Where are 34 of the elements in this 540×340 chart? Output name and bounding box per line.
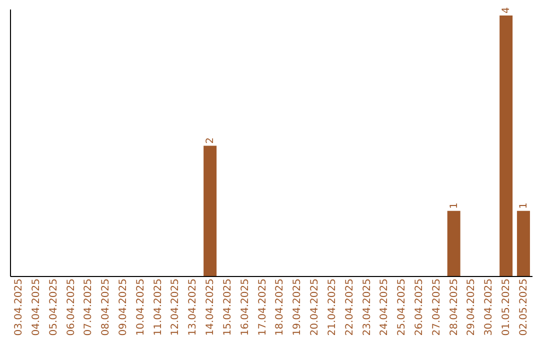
- x-tick-label: 12.04.2025: [170, 278, 182, 336]
- x-tick-label: 05.04.2025: [48, 278, 60, 336]
- x-tick-label: 16.04.2025: [240, 278, 251, 336]
- x-tick-label: 04.04.2025: [30, 278, 42, 336]
- x-tick-label: 22.04.2025: [344, 278, 356, 336]
- x-tick-label: 20.04.2025: [310, 278, 321, 336]
- x-tick-label: 10.04.2025: [135, 278, 146, 336]
- x-tick-label: 25.04.2025: [396, 278, 408, 336]
- data-label: 1: [518, 202, 530, 209]
- data-label: 1: [448, 202, 460, 209]
- x-tick-label: 02.05.2025: [518, 278, 530, 336]
- x-tick-label: 27.04.2025: [431, 278, 442, 336]
- x-tick-label: 11.04.2025: [152, 278, 164, 336]
- x-tick-label: 13.04.2025: [188, 278, 199, 336]
- x-tick-label: 15.04.2025: [222, 278, 234, 336]
- x-tick-label: 19.04.2025: [292, 278, 304, 336]
- data-label: 2: [205, 137, 216, 144]
- x-tick-label: 30.04.2025: [484, 278, 495, 336]
- x-tick-label: 03.04.2025: [14, 278, 25, 336]
- x-tick-label: 01.05.2025: [501, 278, 512, 336]
- x-tick-label: 21.04.2025: [326, 278, 338, 336]
- x-tick-label: 17.04.2025: [257, 278, 268, 336]
- x-tick-label: 24.04.2025: [379, 278, 390, 336]
- x-tick-label: 23.04.2025: [362, 278, 373, 336]
- x-tick-label: 14.04.2025: [205, 278, 216, 336]
- x-tick-label: 18.04.2025: [274, 278, 286, 336]
- x-tick-label: 09.04.2025: [118, 278, 129, 336]
- x-tick-label: 28.04.2025: [448, 278, 460, 336]
- x-tick-label: 26.04.2025: [414, 278, 425, 336]
- x-tick-label: 29.04.2025: [466, 278, 478, 336]
- x-tick-label: 07.04.2025: [83, 278, 94, 336]
- x-tick-label: 08.04.2025: [100, 278, 112, 336]
- x-tick-label: 06.04.2025: [66, 278, 77, 336]
- data-label: 4: [501, 7, 512, 14]
